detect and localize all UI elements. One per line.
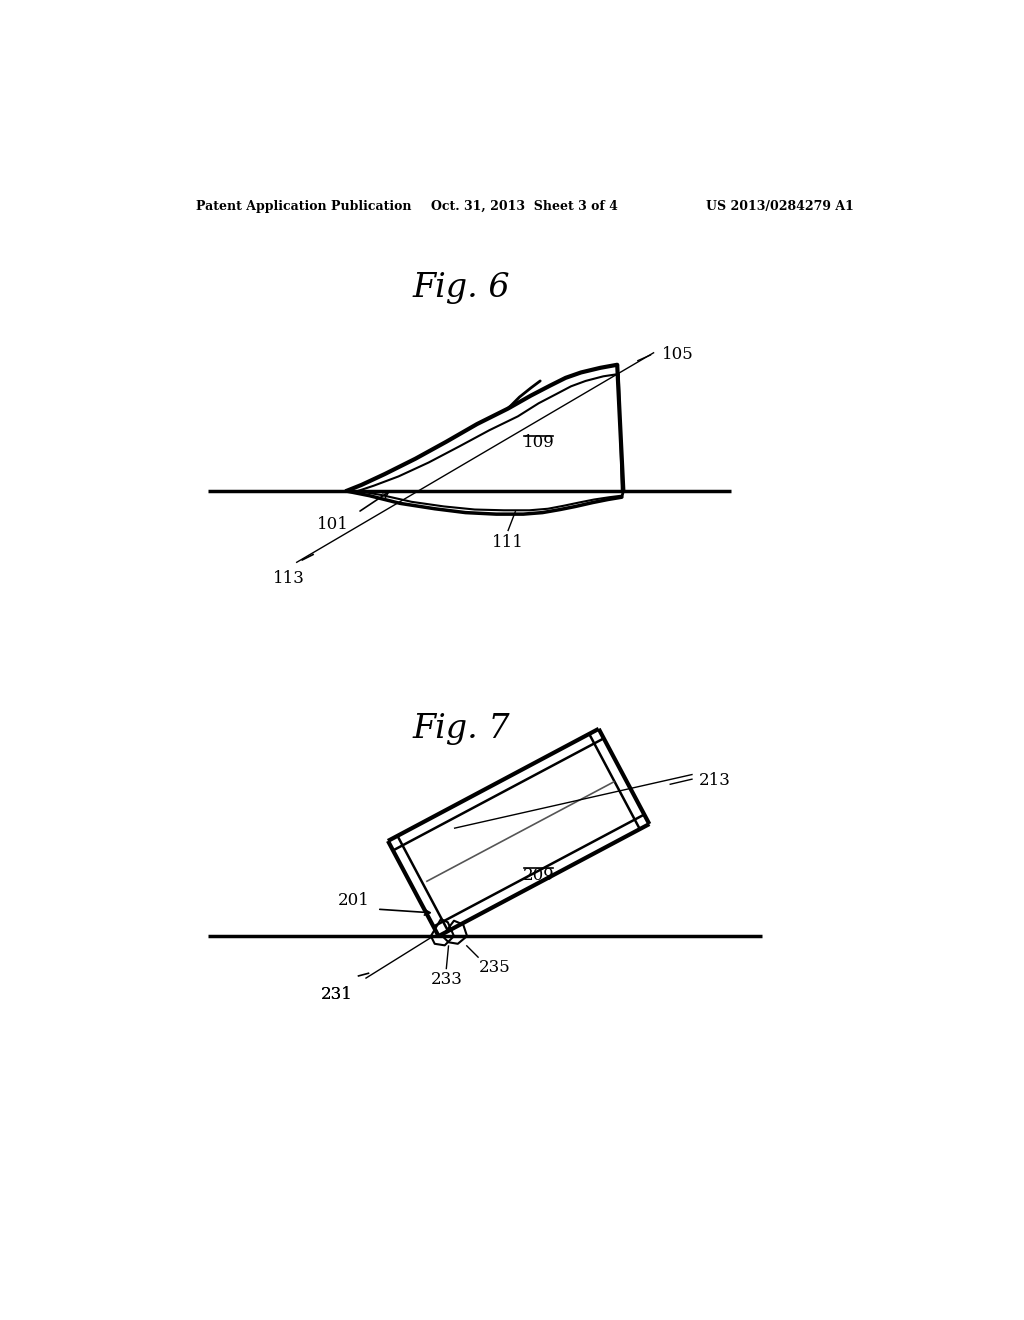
Text: US 2013/0284279 A1: US 2013/0284279 A1 (707, 199, 854, 213)
Text: Fig. 6: Fig. 6 (413, 272, 511, 305)
Text: 233: 233 (430, 970, 462, 987)
Text: 101: 101 (317, 516, 349, 533)
Text: 231: 231 (321, 986, 353, 1003)
Text: 105: 105 (662, 346, 693, 363)
Text: 235: 235 (478, 960, 510, 977)
Text: 109: 109 (523, 434, 555, 451)
Text: Fig. 7: Fig. 7 (413, 713, 511, 744)
Text: 209: 209 (523, 867, 555, 884)
Text: Oct. 31, 2013  Sheet 3 of 4: Oct. 31, 2013 Sheet 3 of 4 (431, 199, 618, 213)
Text: 213: 213 (698, 772, 731, 789)
Text: 201: 201 (338, 892, 370, 909)
Text: 111: 111 (492, 535, 524, 552)
Text: 231: 231 (321, 986, 353, 1003)
Text: 113: 113 (272, 570, 304, 587)
Text: Patent Application Publication: Patent Application Publication (196, 199, 412, 213)
